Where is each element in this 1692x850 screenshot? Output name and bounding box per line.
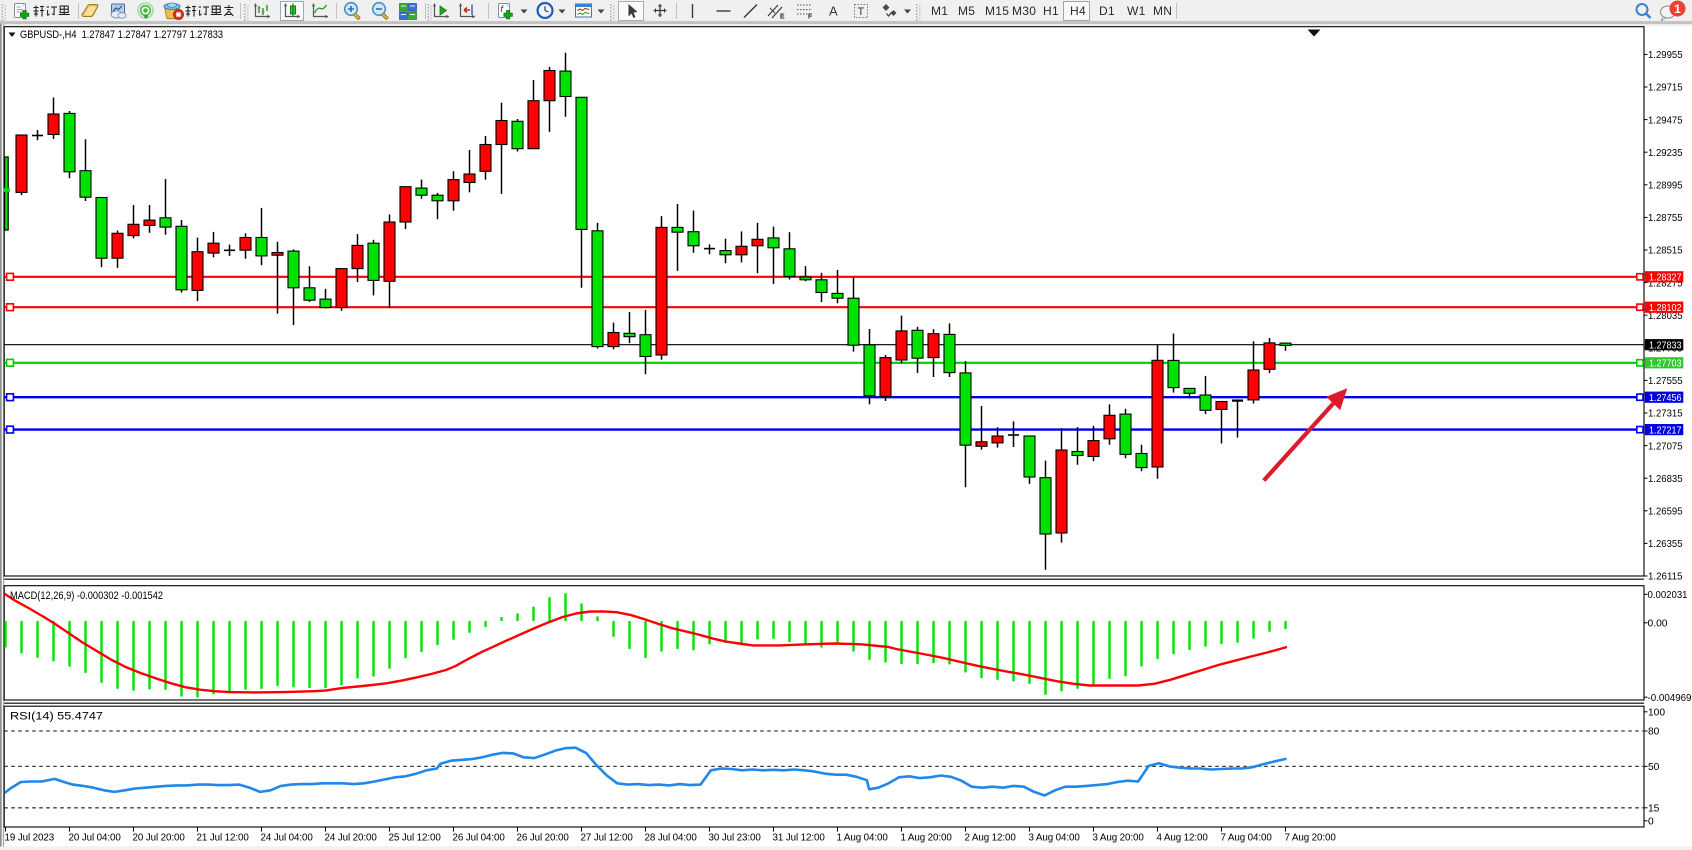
- svg-text:19 Jul 2023: 19 Jul 2023: [5, 833, 55, 844]
- svg-text:20 Jul 20:00: 20 Jul 20:00: [133, 833, 186, 844]
- svg-text:1.28515: 1.28515: [1648, 246, 1683, 257]
- svg-text:1.26595: 1.26595: [1648, 507, 1683, 518]
- svg-text:20 Jul 04:00: 20 Jul 04:00: [69, 833, 122, 844]
- svg-text:1.26355: 1.26355: [1648, 539, 1683, 550]
- svg-text:1.29955: 1.29955: [1648, 50, 1683, 61]
- svg-text:GBPUSD-,H4 1.27847 1.27847 1.: GBPUSD-,H4 1.27847 1.27847 1.27797 1.278…: [20, 29, 223, 41]
- svg-text:D1: D1: [1099, 4, 1115, 18]
- svg-text:MACD(12,26,9) -0.000302 -0.001: MACD(12,26,9) -0.000302 -0.001542: [10, 590, 163, 602]
- svg-text:A: A: [829, 4, 838, 19]
- svg-text:0.002031: 0.002031: [1648, 590, 1688, 601]
- svg-text:1.27075: 1.27075: [1648, 441, 1683, 452]
- svg-text:30 Jul 23:00: 30 Jul 23:00: [709, 833, 762, 844]
- svg-text:1.29715: 1.29715: [1648, 83, 1683, 94]
- svg-text:80: 80: [1648, 727, 1660, 738]
- svg-text:25 Jul 12:00: 25 Jul 12:00: [389, 833, 442, 844]
- svg-text:M1: M1: [931, 4, 948, 18]
- svg-text:MN: MN: [1153, 4, 1172, 18]
- svg-text:1.27217: 1.27217: [1649, 425, 1682, 436]
- svg-text:H1: H1: [1043, 4, 1059, 18]
- svg-text:1 Aug 20:00: 1 Aug 20:00: [901, 833, 953, 844]
- svg-text:E: E: [780, 14, 785, 21]
- svg-text:1.27315: 1.27315: [1648, 409, 1683, 420]
- svg-text:1.27703: 1.27703: [1649, 359, 1682, 370]
- svg-text:F: F: [808, 14, 813, 21]
- svg-text:1.26835: 1.26835: [1648, 474, 1683, 485]
- svg-text:1 Aug 04:00: 1 Aug 04:00: [837, 833, 889, 844]
- svg-text:24 Jul 04:00: 24 Jul 04:00: [261, 833, 314, 844]
- svg-text:1.27456: 1.27456: [1649, 393, 1682, 404]
- svg-text:1.28755: 1.28755: [1648, 213, 1683, 224]
- svg-text:M30: M30: [1012, 4, 1036, 18]
- svg-text:f: f: [501, 4, 505, 14]
- svg-text:-0.004969: -0.004969: [1648, 693, 1692, 704]
- svg-text:1.26115: 1.26115: [1648, 572, 1683, 583]
- svg-text:3 Aug 04:00: 3 Aug 04:00: [1029, 833, 1081, 844]
- svg-text:W1: W1: [1127, 4, 1146, 18]
- svg-text:0: 0: [1648, 817, 1654, 828]
- svg-text:1.28275: 1.28275: [1648, 278, 1683, 289]
- svg-text:3 Aug 20:00: 3 Aug 20:00: [1093, 833, 1145, 844]
- svg-text:1.28035: 1.28035: [1648, 311, 1683, 322]
- svg-text:27 Jul 12:00: 27 Jul 12:00: [581, 833, 634, 844]
- svg-text:1.27555: 1.27555: [1648, 376, 1683, 387]
- svg-text:21 Jul 12:00: 21 Jul 12:00: [197, 833, 250, 844]
- svg-text:26 Jul 20:00: 26 Jul 20:00: [517, 833, 570, 844]
- svg-text:7 Aug 20:00: 7 Aug 20:00: [1285, 833, 1337, 844]
- svg-text:31 Jul 12:00: 31 Jul 12:00: [773, 833, 826, 844]
- svg-text:0.00: 0.00: [1648, 619, 1668, 630]
- svg-text:H4: H4: [1070, 4, 1086, 18]
- svg-text:1.28327: 1.28327: [1649, 273, 1682, 284]
- svg-text:M5: M5: [958, 4, 975, 18]
- svg-text:1.29475: 1.29475: [1648, 115, 1683, 126]
- svg-text:RSI(14) 55.4747: RSI(14) 55.4747: [10, 710, 103, 722]
- svg-text:1.27833: 1.27833: [1649, 341, 1682, 352]
- svg-text:24 Jul 20:00: 24 Jul 20:00: [325, 833, 378, 844]
- svg-text:M15: M15: [985, 4, 1009, 18]
- svg-text:28 Jul 04:00: 28 Jul 04:00: [645, 833, 698, 844]
- svg-text:4 Aug 12:00: 4 Aug 12:00: [1157, 833, 1209, 844]
- svg-text:2 Aug 12:00: 2 Aug 12:00: [965, 833, 1017, 844]
- svg-text:26 Jul 04:00: 26 Jul 04:00: [453, 833, 506, 844]
- svg-text:1.29235: 1.29235: [1648, 148, 1683, 159]
- svg-text:1: 1: [1674, 2, 1681, 16]
- svg-text:1.28102: 1.28102: [1649, 303, 1682, 314]
- svg-text:7 Aug 04:00: 7 Aug 04:00: [1221, 833, 1273, 844]
- svg-text:100: 100: [1648, 708, 1665, 719]
- svg-text:15: 15: [1648, 804, 1660, 815]
- svg-text:T: T: [858, 6, 865, 18]
- svg-text:1.28995: 1.28995: [1648, 181, 1683, 192]
- svg-text:50: 50: [1648, 762, 1660, 773]
